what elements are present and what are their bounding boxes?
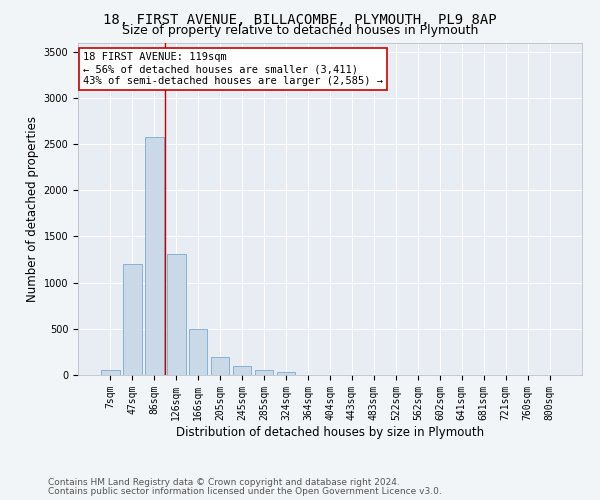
X-axis label: Distribution of detached houses by size in Plymouth: Distribution of detached houses by size … [176,426,484,438]
Bar [233,366,251,375]
Text: Contains public sector information licensed under the Open Government Licence v3: Contains public sector information licen… [48,487,442,496]
Bar [255,370,274,375]
Bar [277,372,295,375]
Bar [189,329,208,375]
Y-axis label: Number of detached properties: Number of detached properties [26,116,40,302]
Bar [167,254,185,375]
Bar [101,370,119,375]
Bar [123,264,142,375]
Text: 18, FIRST AVENUE, BILLACOMBE, PLYMOUTH, PL9 8AP: 18, FIRST AVENUE, BILLACOMBE, PLYMOUTH, … [103,12,497,26]
Bar [145,136,164,375]
Bar [211,358,229,375]
Text: Size of property relative to detached houses in Plymouth: Size of property relative to detached ho… [122,24,478,37]
Text: Contains HM Land Registry data © Crown copyright and database right 2024.: Contains HM Land Registry data © Crown c… [48,478,400,487]
Text: 18 FIRST AVENUE: 119sqm
← 56% of detached houses are smaller (3,411)
43% of semi: 18 FIRST AVENUE: 119sqm ← 56% of detache… [83,52,383,86]
